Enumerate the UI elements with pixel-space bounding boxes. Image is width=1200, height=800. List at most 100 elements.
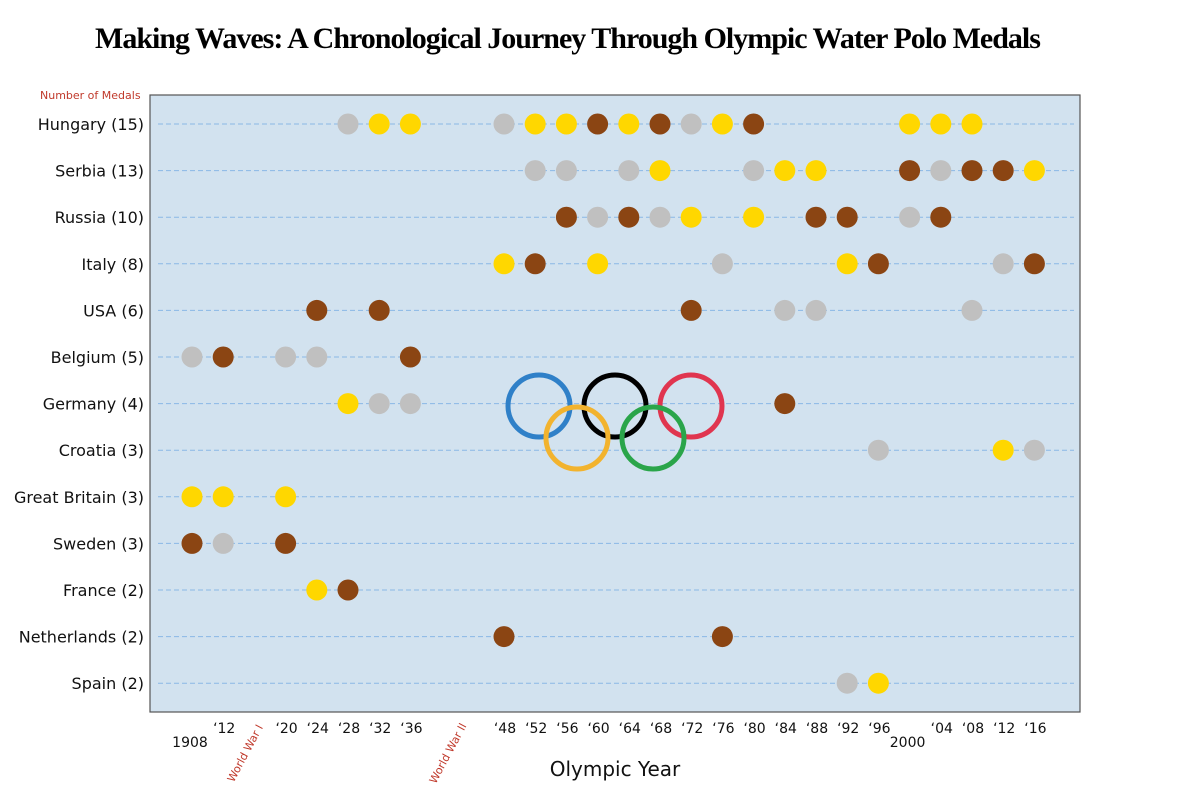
silver-medal-point <box>337 113 359 135</box>
gold-medal-point <box>805 160 827 182</box>
bronze-medal-point <box>649 113 671 135</box>
bronze-medal-point <box>524 253 546 275</box>
silver-medal-point <box>212 532 234 554</box>
bronze-medal-point <box>836 206 858 228</box>
bronze-medal-point <box>555 206 577 228</box>
x-tick-label: ‘68 <box>650 721 672 737</box>
country-label: Croatia (3) <box>59 441 144 460</box>
x-tick-label: ‘84 <box>775 721 797 737</box>
bronze-medal-point <box>680 299 702 321</box>
x-tick-label: ‘04 <box>931 721 953 737</box>
bronze-medal-point <box>275 532 297 554</box>
silver-medal-point <box>680 113 702 135</box>
x-tick-label: ‘64 <box>619 721 641 737</box>
silver-medal-point <box>306 346 328 368</box>
silver-medal-point <box>805 299 827 321</box>
gold-medal-point <box>743 206 765 228</box>
gold-medal-point <box>306 579 328 601</box>
silver-medal-point <box>493 113 515 135</box>
country-label: Spain (2) <box>72 674 144 693</box>
gold-medal-point <box>524 113 546 135</box>
x-tick-label: ‘12 <box>213 721 235 737</box>
gold-medal-point <box>587 253 609 275</box>
bronze-medal-point <box>774 393 796 415</box>
country-label: Belgium (5) <box>51 348 144 367</box>
gold-medal-point <box>337 393 359 415</box>
bronze-medal-point <box>306 299 328 321</box>
x-tick-label: ‘60 <box>587 721 609 737</box>
bronze-medal-point <box>961 160 983 182</box>
silver-medal-point <box>899 206 921 228</box>
bronze-medal-point <box>618 206 640 228</box>
x-tick-label: 1908 <box>172 735 208 751</box>
silver-medal-point <box>774 299 796 321</box>
gold-medal-point <box>680 206 702 228</box>
war-annotation: World War II <box>427 721 470 786</box>
silver-medal-point <box>836 672 858 694</box>
x-tick-label: ‘16 <box>1024 721 1046 737</box>
x-tick-label: ‘24 <box>307 721 329 737</box>
green-ring <box>619 404 687 472</box>
country-label: Russia (10) <box>55 208 144 227</box>
olympic-rings-icon <box>505 372 725 472</box>
silver-medal-point <box>181 346 203 368</box>
bronze-medal-point <box>399 346 421 368</box>
country-label: USA (6) <box>83 301 144 320</box>
silver-medal-point <box>618 160 640 182</box>
gold-medal-point <box>212 486 234 508</box>
x-tick-label: ‘48 <box>494 721 516 737</box>
x-tick-label: ‘92 <box>837 721 859 737</box>
bronze-medal-point <box>805 206 827 228</box>
gold-medal-point <box>930 113 952 135</box>
country-label: Great Britain (3) <box>14 488 144 507</box>
bronze-medal-point <box>587 113 609 135</box>
silver-medal-point <box>1023 439 1045 461</box>
x-tick-label: 2000 <box>890 735 926 751</box>
silver-medal-point <box>587 206 609 228</box>
x-axis-title: Olympic Year <box>550 757 681 781</box>
x-tick-label: ‘56 <box>556 721 578 737</box>
bronze-medal-point <box>743 113 765 135</box>
chart-title: Making Waves: A Chronological Journey Th… <box>95 22 1041 55</box>
gold-medal-point <box>649 160 671 182</box>
bronze-medal-point <box>992 160 1014 182</box>
silver-medal-point <box>399 393 421 415</box>
gold-medal-point <box>493 253 515 275</box>
bronze-medal-point <box>711 626 733 648</box>
silver-medal-point <box>867 439 889 461</box>
silver-medal-point <box>992 253 1014 275</box>
x-tick-label: ‘76 <box>712 721 734 737</box>
silver-medal-point <box>275 346 297 368</box>
gold-medal-point <box>836 253 858 275</box>
bronze-medal-point <box>899 160 921 182</box>
country-label: Hungary (15) <box>38 115 144 134</box>
gold-medal-point <box>774 160 796 182</box>
x-tick-label: ‘08 <box>962 721 984 737</box>
bronze-medal-point <box>1023 253 1045 275</box>
x-tick-label: ‘88 <box>806 721 828 737</box>
gold-medal-point <box>1023 160 1045 182</box>
yellow-ring <box>543 404 611 472</box>
x-tick-label: ‘96 <box>868 721 890 737</box>
x-tick-label: ‘36 <box>400 721 422 737</box>
gold-medal-point <box>867 672 889 694</box>
country-label: France (2) <box>63 581 144 600</box>
silver-medal-point <box>524 160 546 182</box>
silver-medal-point <box>711 253 733 275</box>
silver-medal-point <box>961 299 983 321</box>
gold-medal-point <box>555 113 577 135</box>
bronze-medal-point <box>867 253 889 275</box>
country-label: Netherlands (2) <box>19 628 144 647</box>
x-tick-label: ‘32 <box>369 721 391 737</box>
x-tick-label: ‘20 <box>275 721 297 737</box>
x-tick-labels: 1908 ‘12 ‘20 ‘24 ‘28 ‘32 ‘36 ‘48 ‘52 ‘56 ‘60 ‘64 ‘68… <box>172 721 1046 751</box>
x-tick-label: ‘72 <box>681 721 703 737</box>
y-axis-title: Number of Medals <box>40 89 141 102</box>
gold-medal-point <box>275 486 297 508</box>
gold-medal-point <box>368 113 390 135</box>
gold-medal-point <box>961 113 983 135</box>
gold-medal-point <box>181 486 203 508</box>
silver-medal-point <box>649 206 671 228</box>
gold-medal-point <box>618 113 640 135</box>
bronze-medal-point <box>368 299 390 321</box>
